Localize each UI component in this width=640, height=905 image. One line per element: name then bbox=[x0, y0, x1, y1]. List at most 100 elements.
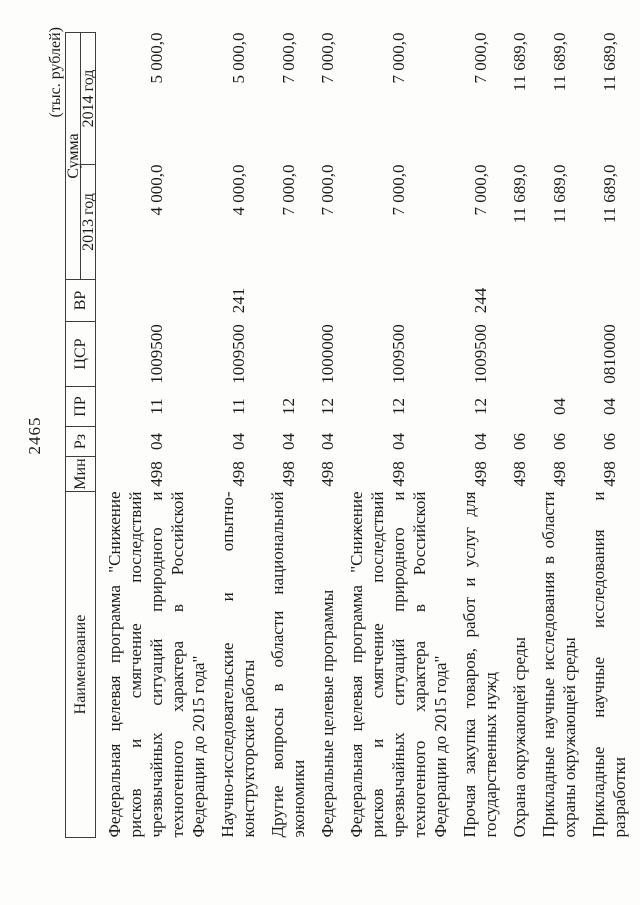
table-header: Наименование Мин Рз ПР ЦСР ВР Сумма 2013… bbox=[65, 32, 97, 838]
header-vr: ВР bbox=[65, 279, 96, 322]
rz-cell: 04 bbox=[228, 433, 248, 450]
pr-cell: 04 bbox=[630, 387, 640, 427]
sum-2013-cell: 4 000,0 bbox=[228, 164, 248, 216]
vr-cell bbox=[501, 280, 530, 322]
table-row: Другие вопросы в области национальной эк… bbox=[259, 33, 309, 838]
csr-cell bbox=[501, 322, 530, 387]
sum-2013-cell: 7 000,0 bbox=[470, 164, 490, 216]
header-pr: ПР bbox=[65, 386, 96, 427]
table-row: Прочая закупка товаров, работ и услуг дл… bbox=[451, 33, 501, 838]
header-summa: Сумма bbox=[65, 32, 82, 280]
sum-2013-cell: 7 000,0 bbox=[318, 164, 337, 216]
pr-cell: 04 bbox=[599, 398, 619, 415]
vr-cell: 241 bbox=[228, 287, 248, 314]
sum-2013-cell: 11 689,0 bbox=[630, 165, 640, 280]
table-row: Федеральная целевая программа "Снижение … bbox=[96, 33, 210, 838]
vr-cell bbox=[530, 280, 580, 322]
sum-2014-cell: 7 000,0 bbox=[470, 32, 490, 84]
sum-2014-cell: 7 000,0 bbox=[318, 32, 337, 84]
csr-cell: 0819900 bbox=[630, 322, 640, 387]
sum-2013-cell: 11 689,0 bbox=[510, 164, 529, 224]
vr-cell bbox=[309, 280, 338, 322]
name-cell: Обеспечение деятельности (оказание услуг… bbox=[630, 492, 640, 838]
sum-2014-cell: 11 689,0 bbox=[549, 32, 569, 92]
sum-2013-cell: 7 000,0 bbox=[389, 164, 408, 216]
pr-cell bbox=[501, 387, 530, 427]
sum-2014-cell: 11 689,0 bbox=[630, 33, 640, 165]
sum-2014-cell: 5 000,0 bbox=[147, 32, 166, 84]
sum-2014-cell: 11 689,0 bbox=[599, 32, 619, 92]
min-cell: 498 bbox=[228, 461, 248, 487]
pr-cell: 11 bbox=[147, 398, 166, 415]
pr-cell: 12 bbox=[278, 398, 298, 415]
name-cell: Федеральные целевые программы bbox=[318, 589, 337, 838]
csr-cell bbox=[530, 322, 580, 387]
rz-cell: 04 bbox=[389, 433, 408, 450]
table-row: Федеральная целевая программа "Снижение … bbox=[338, 33, 451, 838]
csr-cell bbox=[259, 322, 309, 387]
vr-cell bbox=[630, 280, 640, 322]
table-row: Федеральные целевые программы 498 04 12 … bbox=[309, 33, 338, 838]
pr-cell: 12 bbox=[470, 398, 490, 415]
vr-cell bbox=[580, 280, 630, 322]
sum-2014-cell: 11 689,0 bbox=[510, 32, 529, 92]
sum-2014-cell: 5 000,0 bbox=[228, 32, 248, 84]
vr-cell bbox=[338, 280, 451, 322]
name-cell: Прикладные научные исследования в област… bbox=[539, 491, 579, 838]
min-cell: 498 bbox=[549, 461, 569, 487]
table-row: Прикладные научные исследования и разраб… bbox=[580, 33, 630, 838]
table-row: Охрана окружающей среды 498 06 11 689,0 … bbox=[501, 33, 530, 838]
pr-cell: 12 bbox=[318, 398, 337, 415]
min-cell: 498 bbox=[318, 461, 337, 487]
pr-cell: 11 bbox=[228, 398, 248, 415]
table-row: Научно-исследовательские и опытно-констр… bbox=[209, 33, 259, 838]
rz-cell: 06 bbox=[630, 427, 640, 457]
vr-cell bbox=[259, 280, 309, 322]
pr-cell: 04 bbox=[549, 398, 569, 415]
name-cell: Другие вопросы в области национальной эк… bbox=[268, 491, 308, 838]
rz-cell: 04 bbox=[318, 433, 337, 450]
header-csr: ЦСР bbox=[65, 321, 96, 387]
table-row: Прикладные научные исследования в област… bbox=[530, 33, 580, 838]
name-cell: Охрана окружающей среды bbox=[510, 637, 529, 838]
rz-cell: 04 bbox=[147, 433, 166, 450]
vr-cell: 244 bbox=[470, 287, 490, 314]
csr-cell: 0810000 bbox=[599, 324, 619, 384]
min-cell: 498 bbox=[599, 461, 619, 487]
rz-cell: 06 bbox=[549, 433, 569, 450]
sum-2013-cell: 7 000,0 bbox=[278, 164, 298, 216]
csr-cell: 1009500 bbox=[228, 324, 248, 384]
name-cell: Федеральная целевая программа "Снижение … bbox=[105, 491, 208, 838]
sum-2013-cell: 11 689,0 bbox=[549, 164, 569, 224]
sum-2013-cell: 11 689,0 bbox=[599, 164, 619, 224]
header-rz: Рз bbox=[65, 426, 96, 457]
min-cell: 498 bbox=[470, 461, 490, 487]
header-name: Наименование bbox=[65, 491, 96, 838]
header-year-2013: 2013 год bbox=[80, 164, 97, 280]
min-cell: 498 bbox=[630, 457, 640, 492]
csr-cell: 1009500 bbox=[389, 324, 408, 384]
vr-cell bbox=[96, 280, 210, 322]
header-year-2014: 2014 год bbox=[80, 32, 97, 165]
sum-2014-cell: 7 000,0 bbox=[389, 32, 408, 84]
pr-cell: 12 bbox=[389, 398, 408, 415]
budget-table: Наименование Мин Рз ПР ЦСР ВР Сумма 2013… bbox=[65, 32, 640, 838]
name-cell: Прочая закупка товаров, работ и услуг дл… bbox=[460, 491, 500, 838]
csr-cell: 1009500 bbox=[470, 324, 490, 384]
rz-cell: 04 bbox=[470, 433, 490, 450]
csr-cell: 1009500 bbox=[147, 324, 166, 384]
min-cell: 498 bbox=[510, 461, 529, 487]
header-min: Мин bbox=[65, 456, 96, 492]
min-cell: 498 bbox=[278, 461, 298, 487]
table-row: Обеспечение деятельности (оказание услуг… bbox=[630, 33, 640, 838]
name-cell: Научно-исследовательские и опытно-констр… bbox=[218, 491, 258, 838]
page-number: 2465 bbox=[25, 416, 44, 455]
name-cell: Прикладные научные исследования и разраб… bbox=[589, 491, 629, 838]
units-label: (тыс. рублей) bbox=[47, 27, 64, 118]
min-cell: 498 bbox=[147, 461, 166, 487]
table-body: Федеральная целевая программа "Снижение … bbox=[96, 33, 640, 838]
rz-cell: 04 bbox=[278, 433, 298, 450]
min-cell: 498 bbox=[389, 461, 408, 487]
